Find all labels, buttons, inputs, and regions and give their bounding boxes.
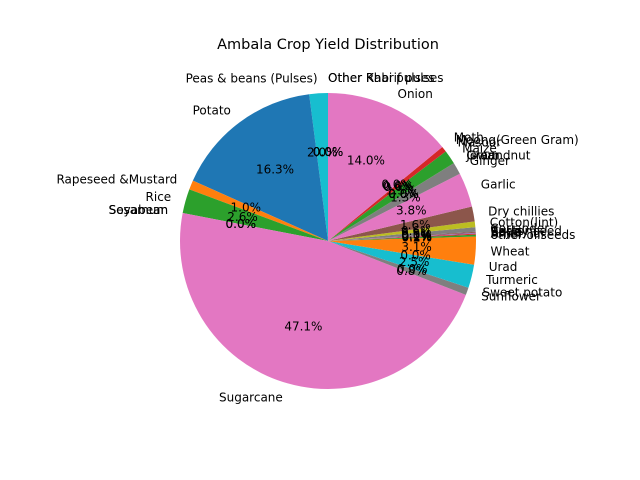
slice-percent-turmeric: 2.5% <box>399 255 430 269</box>
slice-label-garlic: Garlic <box>481 178 516 192</box>
slice-percent-arhar-tur: 0.1% <box>401 230 432 244</box>
slice-cotton-lint <box>328 221 476 241</box>
slice-label-onion: Onion <box>398 87 433 101</box>
slice-label-groundnut: Groundnut <box>466 148 530 162</box>
slice-label-jowar: Jowar <box>465 148 499 162</box>
slice-label-arhar-tur: Arhar/Tur <box>491 227 546 241</box>
slice-dry-chillies <box>328 206 475 241</box>
slice-barley <box>328 231 476 241</box>
slice-percent-wheat: 3.1% <box>401 240 432 254</box>
slice-potato <box>192 94 328 242</box>
slice-percent-gram: 0.0% <box>388 187 419 201</box>
slice-percent-cotton-lint: 0.6% <box>401 224 432 238</box>
slice-wheat <box>328 236 476 265</box>
slice-percent-peas-beans-pulses: 2.0% <box>307 145 338 159</box>
slice-percent-bajra: 0.1% <box>401 229 432 243</box>
slice-label-wheat: Wheat <box>491 245 530 259</box>
slice-percent-moth: 0.0% <box>381 178 412 192</box>
slice-percent-rice: 2.6% <box>227 210 258 224</box>
slice-rice <box>182 189 328 241</box>
slice-label-maize: Maize <box>462 142 497 156</box>
chart-title: Ambala Crop Yield Distribution <box>217 37 439 53</box>
slice-onion <box>328 93 443 241</box>
slice-percent-groundnut: 0.0% <box>388 187 419 201</box>
slice-sunflower <box>328 241 469 295</box>
slice-percent-masoor: 0.0% <box>383 180 414 194</box>
slice-label-peas-beans-pulses: Peas & beans (Pulses) <box>186 72 318 86</box>
slice-label-moth: Moth <box>454 131 484 145</box>
slice-percent-rapeseed-mustard: 1.0% <box>231 200 262 214</box>
slice-rapeseed-mustard <box>189 180 328 241</box>
slice-label-coriander: Coriander <box>490 221 549 235</box>
slice-other-oilseeds <box>328 234 476 241</box>
slice-label-sunflower: Sunflower <box>481 289 541 303</box>
slice-label-other-oilseeds: other oilseeds <box>491 228 576 242</box>
slice-bajra <box>328 232 476 241</box>
slice-percent-urad: 0.0% <box>400 248 431 262</box>
slice-percent-other-rabi-pulses: 0.0% <box>313 145 344 159</box>
slice-label-rice: Rice <box>146 190 172 204</box>
slice-percent-ginger: 1.3% <box>390 190 421 204</box>
slice-percent-soyabean: 0.0% <box>226 217 257 231</box>
slice-label-dry-chillies: Dry chillies <box>488 204 554 218</box>
slice-percent-sesamum: 0.0% <box>226 217 257 231</box>
slice-label-urad: Urad <box>489 260 518 274</box>
slice-percent-jowar: 0.0% <box>388 187 419 201</box>
slice-garlic <box>328 173 472 241</box>
slice-percent-sunflower: 0.8% <box>396 264 427 278</box>
slice-label-gram: Gram <box>466 148 499 162</box>
slice-label-sugarcane: Sugarcane <box>219 390 283 404</box>
slice-percent-dry-chillies: 1.6% <box>400 218 431 232</box>
slice-label-sesamum: Sesamum <box>109 203 169 217</box>
slice-percent-onion: 14.0% <box>347 154 385 168</box>
slice-label-cotton-lint: Cotton(lint) <box>490 216 558 230</box>
slice-ginger <box>328 163 460 241</box>
pie-slices <box>179 93 476 390</box>
slice-percent-sweet-potato: 0.0% <box>397 262 428 276</box>
slice-turmeric <box>328 241 475 288</box>
slice-label-potato: Potato <box>193 103 231 117</box>
slice-percent-coriander: 0.5% <box>401 227 432 241</box>
slice-label-sweet-potato: Sweet potato <box>483 285 563 299</box>
pie-percent-labels: 0.0%0.0%2.0%16.3%1.0%2.6%0.0%0.0%47.1%0.… <box>226 145 432 333</box>
slice-moong-green-gram <box>328 146 446 241</box>
slice-peas-beans-pulses <box>309 93 328 241</box>
slice-sugarcane <box>179 213 466 390</box>
slice-percent-garlic: 3.8% <box>396 203 427 217</box>
slice-label-ginger: Ginger <box>470 154 510 168</box>
slice-label-bajra: Bajra <box>491 225 522 239</box>
slice-percent-moong-green-gram: 0.6% <box>382 179 413 193</box>
slice-label-other-kharif-pulses: Other Kharif pulses <box>328 71 443 85</box>
slice-percent-other-kharif-pulses: 0.0% <box>313 145 344 159</box>
slice-label-castor-seed: Castor seed <box>491 224 562 238</box>
slice-label-rapeseed-mustard: Rapeseed &Mustard <box>56 172 177 186</box>
slice-label-soyabean: Soyabean <box>109 203 168 217</box>
slice-percent-other-oilseeds: 0.2% <box>401 231 432 245</box>
slice-percent-maize: 1.5% <box>386 184 417 198</box>
slice-label-masoor: Masoor <box>458 135 502 149</box>
slice-coriander <box>328 227 476 241</box>
slice-label-moong-green-gram: Moong(Green Gram) <box>456 133 579 147</box>
slice-maize <box>328 151 454 241</box>
slice-percent-barley: 0.1% <box>401 229 432 243</box>
slice-percent-castor-seed: 0.0% <box>401 229 432 243</box>
slice-label-barley: Barley <box>491 224 529 238</box>
slice-arhar-tur <box>328 233 476 241</box>
slice-percent-sugarcane: 47.1% <box>284 319 322 333</box>
slice-label-turmeric: Turmeric <box>485 273 538 287</box>
slice-percent-potato: 16.3% <box>256 163 294 177</box>
slice-label-other-rabi-pulses: Other Rabi pulses <box>328 71 435 85</box>
